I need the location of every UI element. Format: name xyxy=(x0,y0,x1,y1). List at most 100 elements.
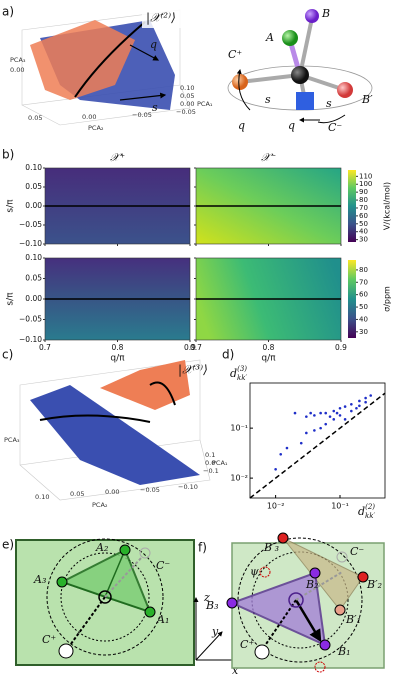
point xyxy=(350,402,353,406)
atom-label: B′₂ xyxy=(366,578,382,591)
curve xyxy=(74,21,146,98)
atom-label: ψ xyxy=(250,565,259,578)
colorbar-tick-label: 60 xyxy=(359,291,368,299)
center xyxy=(98,590,112,604)
point xyxy=(328,415,332,418)
x-tick-label: 0.9 xyxy=(184,343,196,352)
point xyxy=(332,409,336,413)
label-sup: (2) xyxy=(365,503,375,511)
atom-label: B₁ xyxy=(337,645,351,658)
atom xyxy=(56,576,68,588)
point xyxy=(364,396,367,400)
point xyxy=(343,418,347,421)
arrow xyxy=(119,92,167,101)
colorbar-tick-label: 110 xyxy=(359,172,372,180)
label-main: d xyxy=(358,505,365,518)
point xyxy=(364,400,367,404)
atom-label: C⁻ xyxy=(350,545,364,558)
path-label: q xyxy=(238,119,245,132)
axis-text: 0.00 xyxy=(180,100,194,108)
atom-label: B′₁ xyxy=(345,613,361,626)
point xyxy=(279,452,283,456)
panel-e: e) A₂ C⁻ A₃ A₁ C⁺ xyxy=(2,538,195,666)
atom xyxy=(334,604,346,616)
point xyxy=(319,426,322,430)
colorbar-tick-label: 60 xyxy=(359,212,368,220)
axis-text: −0.1 xyxy=(203,467,219,475)
x-tick-label: 0.7 xyxy=(39,343,51,352)
axis-text: −0.05 xyxy=(140,486,160,494)
surface-orange xyxy=(30,20,135,100)
panel-label: a) xyxy=(2,5,14,19)
plot-frame xyxy=(249,382,386,499)
y-tick-label: 0.10 xyxy=(25,163,42,172)
label-main: d xyxy=(230,367,237,380)
atom xyxy=(309,567,321,579)
atom xyxy=(58,643,74,659)
y-tick-label: 0.05 xyxy=(25,182,42,191)
point xyxy=(358,404,361,408)
point xyxy=(338,414,342,417)
atom xyxy=(277,532,289,544)
curve xyxy=(39,414,151,423)
axis-text: −0.05 xyxy=(176,108,196,116)
axis-text: −0.10 xyxy=(178,483,198,491)
colorbar xyxy=(348,170,356,242)
axis xyxy=(295,571,343,601)
point xyxy=(309,411,312,415)
axis-text: 0.05 xyxy=(28,114,42,122)
circle xyxy=(237,537,363,663)
center xyxy=(288,592,304,608)
path-label: q xyxy=(288,119,295,132)
panel-c: c) |𝒳⁽³⁾⟩ PCA₃ 0.10 0.05 0.00 −0.05 −0.1… xyxy=(2,348,228,510)
atom-label: A₂ xyxy=(95,541,108,554)
edges xyxy=(61,549,151,613)
y-tick-label: 0.10 xyxy=(25,253,42,262)
axis-text: 0.0 xyxy=(205,459,215,467)
curve xyxy=(149,381,176,406)
point xyxy=(369,394,373,397)
plot-box xyxy=(21,9,191,126)
axis-text: 0.10 xyxy=(180,84,194,92)
panel-label: c) xyxy=(2,348,13,362)
point xyxy=(305,431,308,435)
atom xyxy=(254,644,270,660)
y-tick-label: 10⁻² xyxy=(230,474,248,483)
panel-label: b) xyxy=(2,148,14,162)
atom xyxy=(291,66,309,84)
arrow xyxy=(294,599,322,643)
axis-text: 0.10 xyxy=(35,493,49,501)
axis-text: 0.00 xyxy=(10,66,24,74)
panel-label: d) xyxy=(222,348,234,362)
x-tick-label: 10⁻¹ xyxy=(331,502,349,511)
atom xyxy=(357,571,369,583)
point xyxy=(335,411,339,415)
colorbar-tick-label: 100 xyxy=(359,180,372,188)
y-tick-label: −0.05 xyxy=(19,220,42,229)
panel-label: f) xyxy=(198,541,207,555)
atom xyxy=(144,606,156,618)
panel-label: e) xyxy=(2,538,14,552)
y-axis-label: dkk′(3) xyxy=(230,365,248,382)
path-label: s xyxy=(326,97,332,110)
colorbar-tick-label: 30 xyxy=(359,328,368,336)
ket: |𝒳⁽²⁾⟩ xyxy=(146,11,176,25)
axis xyxy=(67,596,106,649)
panel-a: a) |𝒳⁽²⁾⟩ q s PCA₃ 0.00 0.05 0.00 −0.05 … xyxy=(2,5,373,135)
axis-label: y xyxy=(211,625,219,638)
atom-label: A xyxy=(265,31,274,44)
axis-text: −0.05 xyxy=(132,111,152,119)
column-title: 𝒳⁺ xyxy=(110,151,125,164)
point xyxy=(343,405,347,408)
point xyxy=(319,411,322,415)
axis-label: x xyxy=(232,664,239,677)
axis-text: 0.05 xyxy=(70,490,84,498)
atom xyxy=(119,544,131,556)
x-tick-label: 10⁻² xyxy=(267,502,285,511)
panel-b: b) 𝒳⁺ 𝒳⁻s/π0.100.050.00−0.05−0.10 30405060… xyxy=(2,148,392,364)
axis-text: 0.00 xyxy=(82,113,96,121)
x-tick-label: 0.9 xyxy=(335,343,347,352)
y-tick-label: 10⁻¹ xyxy=(230,424,248,433)
point xyxy=(350,409,353,413)
